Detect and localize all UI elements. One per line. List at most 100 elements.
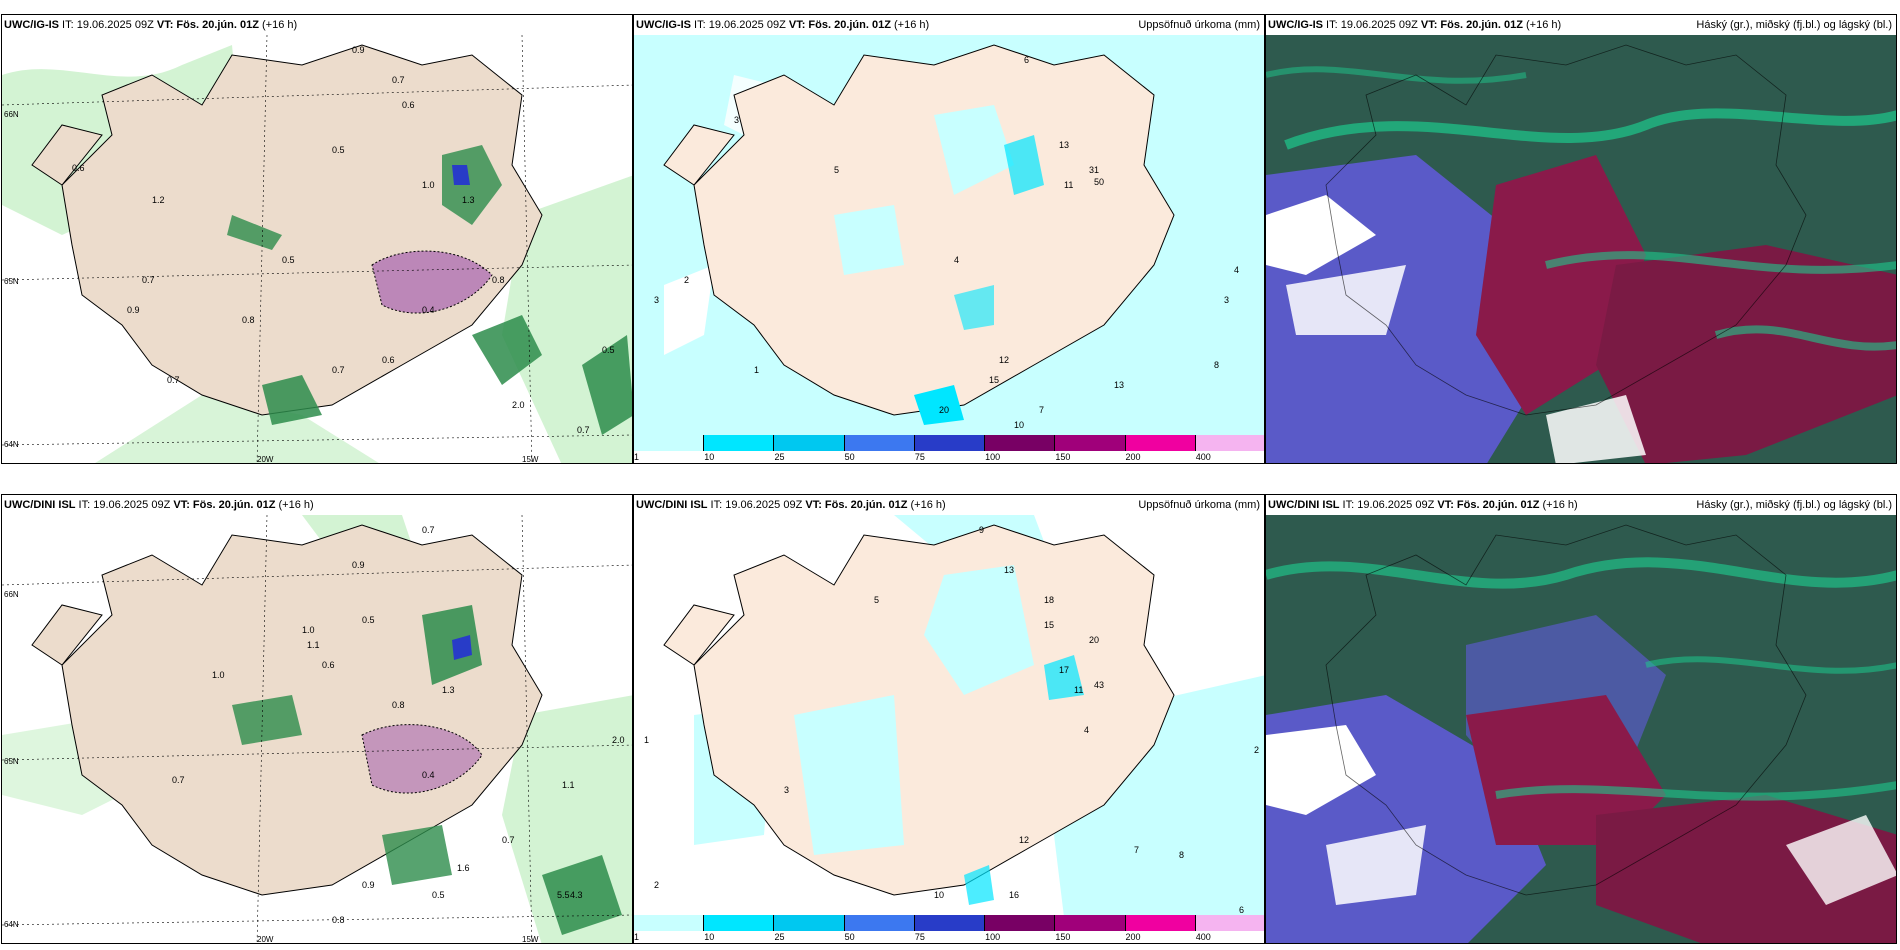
value-label: 16 [1009, 890, 1020, 900]
value-label: 3 [734, 115, 740, 125]
value-label: 2 [1254, 745, 1260, 755]
lon-label: 20W [257, 455, 274, 464]
value-label: 1 [754, 365, 760, 375]
value-label: 6 [1024, 55, 1030, 65]
value-label: 12 [999, 355, 1010, 365]
colorbar-label: 25 [774, 452, 785, 462]
value-label: 2.0 [512, 400, 525, 410]
panel-bottom-mid: UWC/DINI ISL IT: 19.06.2025 09Z VT: Fös.… [633, 494, 1265, 944]
colorbar-label: 400 [1195, 452, 1211, 462]
value-label: 15 [989, 375, 1000, 385]
lat-label: 66N [4, 590, 19, 599]
colorbar-swatch [704, 435, 775, 451]
colorbar-swatch [914, 915, 986, 931]
value-label: 2.0 [612, 735, 625, 745]
value-label: 4 [1234, 265, 1240, 275]
value-label: 0.6 [382, 355, 395, 365]
value-label: 6 [1239, 905, 1245, 915]
value-label: 0.5 [282, 255, 295, 265]
panel-header: UWC/IG-IS IT: 19.06.2025 09Z VT: Fös. 20… [636, 19, 1260, 31]
colorbar: 1 10 25 50 75 100 150 200 400 [634, 435, 1264, 463]
value-label: 43 [1094, 680, 1105, 690]
cloud-cover-map [1266, 35, 1896, 463]
colorbar-swatch [914, 435, 986, 451]
value-label: 7 [1039, 405, 1045, 415]
value-label: 1.0 [302, 625, 315, 635]
colorbar-label: 150 [1055, 452, 1071, 462]
value-label: 1.6 [457, 863, 470, 873]
value-label: 4 [1084, 725, 1090, 735]
value-label: 18 [1044, 595, 1055, 605]
value-label: 12 [1019, 835, 1030, 845]
value-label: 11 [1074, 685, 1084, 695]
value-label: 17 [1059, 665, 1070, 675]
value-label: 0.8 [492, 275, 505, 285]
value-label: 10 [934, 890, 945, 900]
colorbar-label: 150 [1055, 932, 1071, 942]
value-label: 0.8 [392, 700, 405, 710]
value-label: 0.7 [167, 375, 180, 385]
colorbar-label: 10 [704, 452, 715, 462]
value-label: 0.5 [332, 145, 345, 155]
value-label: 0.9 [127, 305, 140, 315]
value-label: 0.9 [352, 560, 365, 570]
colorbar-swatch [1055, 435, 1126, 451]
value-label: 0.5 [432, 890, 445, 900]
colorbar-label: 100 [985, 932, 1001, 942]
value-label: 2 [654, 880, 660, 890]
lat-label: 65N [4, 757, 19, 766]
colorbar-label: 200 [1125, 452, 1141, 462]
value-label: 13 [1114, 380, 1125, 390]
value-label: 11 [1064, 180, 1074, 190]
panel-top-mid: UWC/IG-IS IT: 19.06.2025 09Z VT: Fös. 20… [633, 14, 1265, 464]
colorbar-swatch [1055, 915, 1126, 931]
value-label: 8 [1214, 360, 1220, 370]
value-label: 0.6 [72, 163, 85, 173]
accumulated-precip-map [634, 35, 1264, 437]
lat-label: 65N [4, 277, 19, 286]
value-label: 0.6 [402, 100, 415, 110]
value-label: 0.7 [502, 835, 515, 845]
value-label: 5.5 [557, 890, 570, 900]
precip-wind-map [2, 35, 632, 463]
value-label: 20 [1089, 635, 1100, 645]
panel-header: UWC/DINI ISL IT: 19.06.2025 09Z VT: Fös.… [636, 499, 1260, 511]
colorbar-swatch [1195, 915, 1264, 931]
value-label: 1 [644, 735, 650, 745]
lat-label: 64N [4, 920, 19, 929]
lat-label: 64N [4, 440, 19, 449]
value-label: 5 [834, 165, 840, 175]
value-label: 3 [1224, 295, 1230, 305]
value-label: 8 [1179, 850, 1185, 860]
value-label: 7 [1134, 845, 1140, 855]
value-label: 1.3 [462, 195, 475, 205]
colorbar-swatch [1125, 915, 1196, 931]
value-label: 0.8 [332, 915, 345, 925]
value-label: 9 [979, 525, 985, 535]
colorbar-swatch [634, 435, 705, 451]
colorbar-swatch [985, 435, 1056, 451]
value-label: 0.8 [242, 315, 255, 325]
colorbar-swatch [634, 915, 705, 931]
colorbar-label: 10 [704, 932, 715, 942]
value-label: 13 [1059, 140, 1070, 150]
value-label: 50 [1094, 177, 1105, 187]
panel-bottom-left: UWC/DINI ISL IT: 19.06.2025 09Z VT: Fös.… [1, 494, 633, 944]
value-label: 20 [939, 405, 950, 415]
lon-label: 15W [522, 935, 539, 944]
colorbar-swatch [774, 915, 845, 931]
value-label: 0.7 [422, 525, 435, 535]
value-label: 3 [654, 295, 660, 305]
lon-label: 20W [257, 935, 274, 944]
colorbar-swatch [844, 435, 915, 451]
value-label: 0.7 [392, 75, 405, 85]
value-label: 10 [1014, 420, 1025, 430]
panel-top-left: UWC/IG-IS IT: 19.06.2025 09Z VT: Fös. 20… [1, 14, 633, 464]
value-label: 0.7 [332, 365, 345, 375]
value-label: 13 [1004, 565, 1015, 575]
value-label: 0.7 [577, 425, 590, 435]
value-label: 1.2 [152, 195, 165, 205]
value-label: 15 [1044, 620, 1055, 630]
colorbar-label: 25 [774, 932, 785, 942]
value-label: 0.4 [422, 770, 435, 780]
